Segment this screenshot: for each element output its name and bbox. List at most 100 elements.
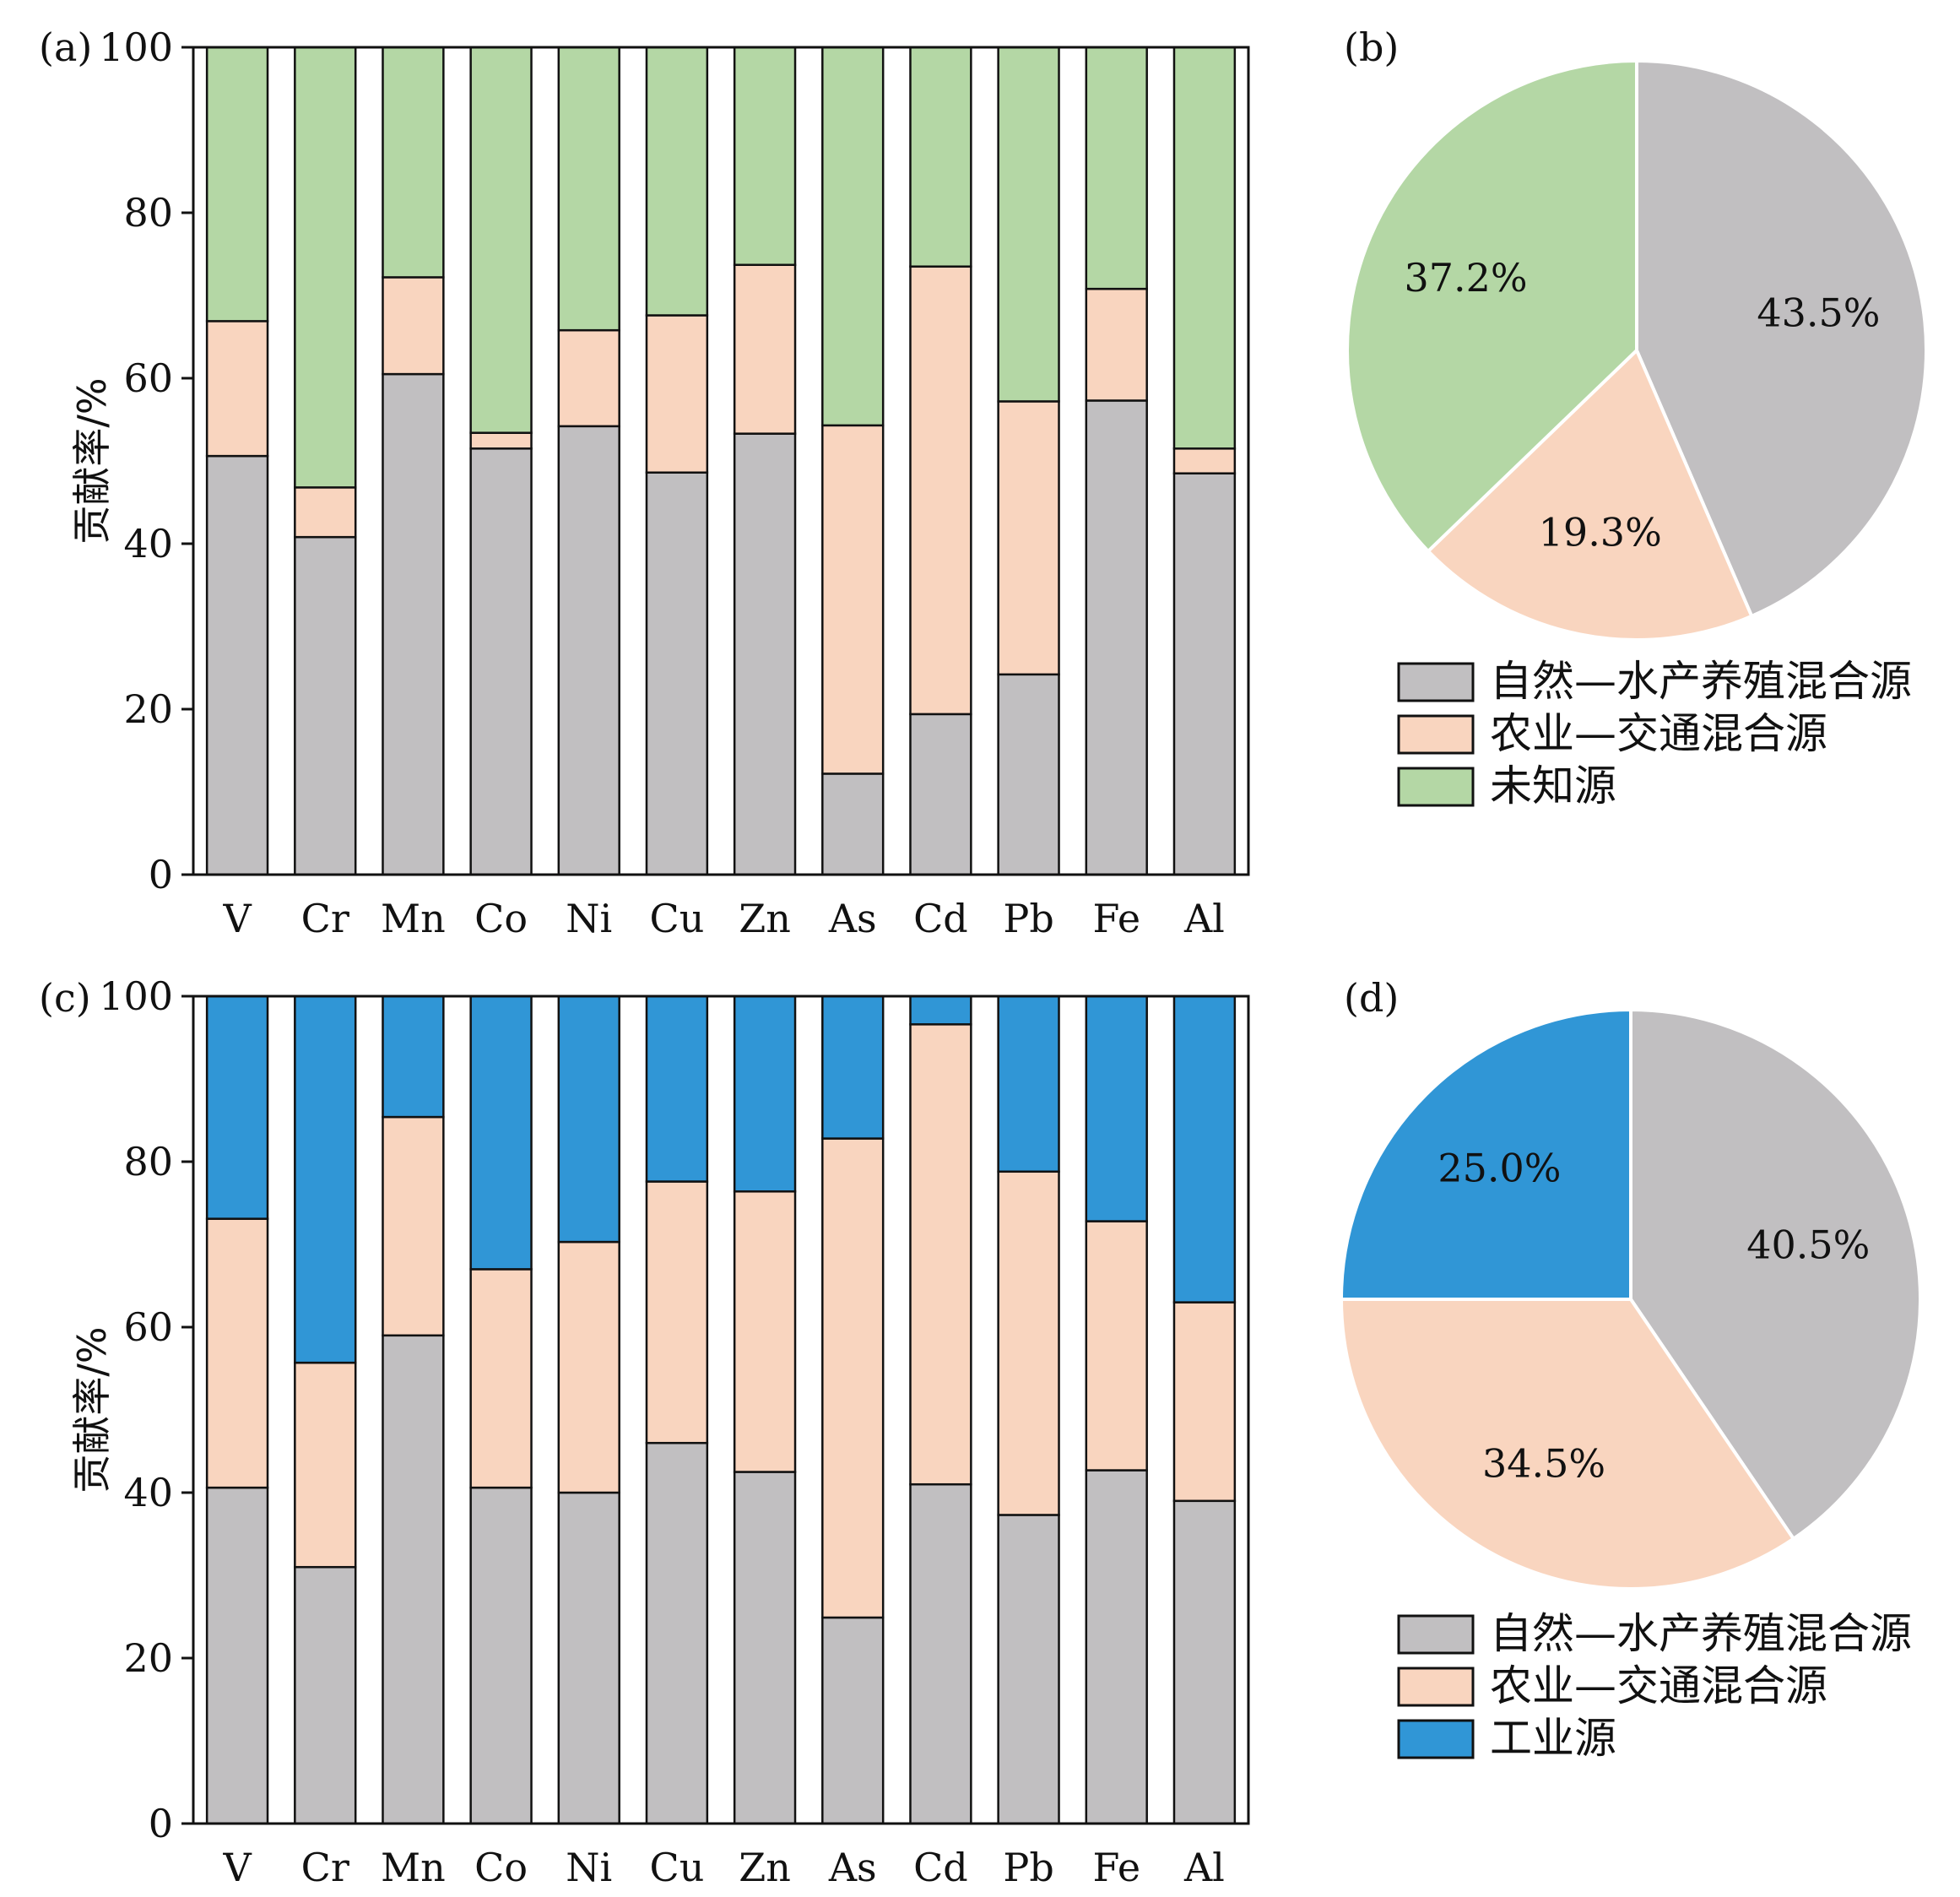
bar-c-Co-s0 (469, 1486, 533, 1825)
pie-chart-b: 43.5% 19.3% 37.2% (1345, 58, 1928, 642)
legend-label: 农业—交通混合源 (1490, 1661, 1827, 1710)
y-axis-label: 贡献率/% (69, 1326, 115, 1493)
bar-c-Pb-s1 (997, 1170, 1060, 1516)
y-tick-label: 40 (123, 1470, 173, 1515)
panel-a-label: (a) (39, 24, 92, 70)
x-tick-label: Co (474, 896, 528, 941)
bar-c-Ni-s0 (557, 1491, 620, 1825)
bar-a-Fe-s1 (1085, 287, 1148, 402)
pie-slice-d-1 (1339, 1298, 1796, 1591)
panel-b: (b) 43.5% 19.3% 37.2% 自然—水产养殖混合源农业—交通混合源未知… (1344, 24, 1928, 810)
panel-a: (a) V Cr Mn Co Ni Cu Zn As Cd Pb Fe Al 0 20 40 60 80 100 贡… (39, 24, 1250, 941)
bar-a-Zn-s0 (733, 432, 797, 876)
y-tick-label: 60 (123, 355, 173, 401)
bar-c-Pb-s2 (997, 995, 1060, 1173)
bar-c-As-s2 (821, 995, 885, 1140)
legend-label: 自然—水产养殖混合源 (1490, 657, 1912, 706)
y-tick-label: 80 (123, 1139, 173, 1184)
pie-slice-b-0 (1635, 58, 1928, 619)
x-tick-label: Zn (739, 896, 791, 941)
bar-a-As-s1 (821, 424, 885, 775)
bar-a-Cd-s1 (909, 265, 972, 716)
bar-c-Co-s2 (469, 995, 533, 1271)
x-tick-label: Zn (739, 1845, 791, 1890)
y-tick-label: 100 (99, 24, 173, 70)
bar-a-V-s0 (205, 454, 269, 876)
pie-slice-d-2 (1339, 1007, 1632, 1301)
legend-swatch (1397, 1667, 1475, 1707)
y-tick-label: 20 (123, 1635, 173, 1681)
legend-swatch (1397, 714, 1475, 755)
bar-c-Zn-s1 (733, 1190, 797, 1473)
panel-c: (c) V Cr Mn Co Ni Cu Zn As Cd Pb Fe Al 0 20 40 60 80 100 贡… (39, 973, 1250, 1890)
legend-label: 工业源 (1490, 1714, 1616, 1763)
bar-a-Zn-s1 (733, 263, 797, 435)
x-tick-label: Cd (913, 896, 968, 941)
y-tick-label: 0 (149, 1801, 173, 1846)
bar-a-Ni-s2 (557, 46, 620, 332)
x-tick-label: Al (1183, 1845, 1225, 1890)
x-tick-label: As (828, 1845, 877, 1890)
bar-a-Cu-s1 (645, 314, 709, 474)
bar-c-Al-s2 (1172, 995, 1237, 1304)
bar-a-Co-s1 (469, 431, 533, 450)
x-tick-label: V (222, 1845, 252, 1890)
plot-frame (192, 995, 1250, 1825)
y-tick-label: 0 (149, 852, 173, 897)
bar-c-V-s0 (205, 1486, 269, 1825)
bar-c-Pb-s0 (997, 1514, 1060, 1825)
pie-slice-d-0 (1629, 1007, 1922, 1542)
bar-a-As-s2 (821, 46, 885, 427)
x-tick-label: Al (1183, 896, 1225, 941)
legend-label: 自然—水产养殖混合源 (1490, 1609, 1912, 1658)
bar-c-Cr-s0 (294, 1565, 357, 1825)
pie-slice-b-1 (1426, 347, 1754, 642)
x-tick-label: V (222, 896, 252, 941)
panel-d-label: (d) (1344, 975, 1399, 1021)
pie-slice-label: 19.3% (1539, 510, 1662, 556)
bar-a-Cd-s0 (909, 713, 972, 876)
y-axis-label: 贡献率/% (69, 377, 115, 544)
bar-a-Cd-s2 (909, 46, 972, 268)
plot-frame (192, 46, 1250, 876)
bar-a-Mn-s0 (382, 372, 445, 876)
bar-a-Cr-s2 (294, 46, 357, 489)
bar-c-Co-s1 (469, 1268, 533, 1489)
bar-a-Al-s1 (1172, 447, 1237, 474)
x-tick-label: Mn (381, 1845, 446, 1890)
y-tick-label: 80 (123, 190, 173, 236)
legend-label: 未知源 (1490, 762, 1616, 810)
bar-c-As-s0 (821, 1616, 885, 1825)
bar-a-Cu-s0 (645, 471, 709, 876)
x-tick-label: Cd (913, 1845, 968, 1890)
panel-b-label: (b) (1344, 24, 1399, 70)
bar-a-Mn-s1 (382, 276, 445, 376)
panel-c-label: (c) (39, 975, 91, 1021)
pie-slice-label: 37.2% (1404, 255, 1527, 301)
bar-c-Fe-s2 (1085, 995, 1148, 1222)
bar-a-Al-s2 (1172, 46, 1237, 450)
y-tick-label: 20 (123, 686, 173, 732)
bar-c-Ni-s2 (557, 995, 620, 1244)
pie-slice-label: 43.5% (1757, 290, 1880, 335)
bar-c-Mn-s0 (382, 1334, 445, 1825)
x-tick-label: Cr (301, 1845, 349, 1890)
x-tick-label: Cu (650, 1845, 705, 1890)
bar-a-Cr-s1 (294, 486, 357, 539)
x-tick-label: Ni (566, 896, 612, 941)
bar-c-Al-s0 (1172, 1499, 1237, 1825)
bar-c-V-s1 (205, 1217, 269, 1489)
bar-c-Ni-s1 (557, 1240, 620, 1494)
bar-chart-c: V Cr Mn Co Ni Cu Zn As Cd Pb Fe Al 0 20 40 60 80 100 贡献率/% (69, 973, 1250, 1890)
legend-label: 农业—交通混合源 (1490, 709, 1827, 758)
bar-c-As-s1 (821, 1137, 885, 1619)
y-tick-label: 40 (123, 521, 173, 566)
bar-a-Ni-s1 (557, 328, 620, 428)
x-tick-label: Mn (381, 896, 446, 941)
bar-c-Mn-s2 (382, 995, 445, 1119)
bar-a-Ni-s0 (557, 425, 620, 876)
legend-swatch (1397, 1614, 1475, 1655)
